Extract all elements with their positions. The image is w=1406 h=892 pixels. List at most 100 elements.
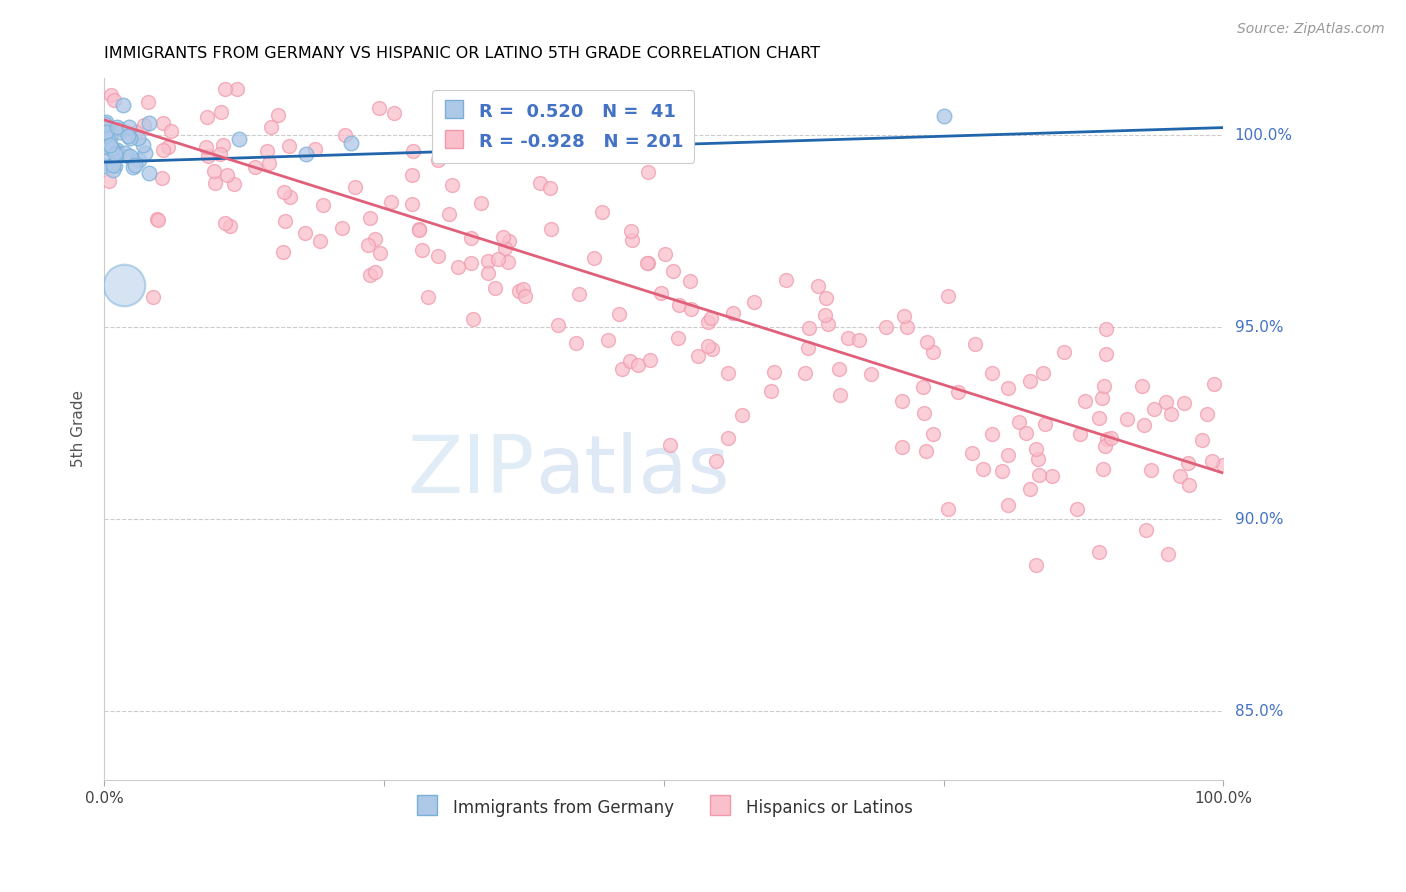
Point	[402, 144, 425, 158]
Text: Source: ZipAtlas.com: Source: ZipAtlas.com	[1237, 22, 1385, 37]
Point	[294, 227, 316, 241]
Point	[312, 198, 335, 212]
Point	[1025, 442, 1047, 457]
Point	[437, 207, 460, 221]
Point	[1019, 482, 1042, 496]
Point	[1204, 377, 1226, 392]
Point	[94, 114, 117, 128]
Point	[204, 176, 226, 190]
Point	[357, 238, 380, 252]
Point	[1160, 407, 1182, 421]
Point	[492, 230, 515, 244]
Point	[591, 205, 613, 219]
Point	[1088, 545, 1111, 559]
Point	[1033, 417, 1056, 431]
Point	[222, 177, 245, 191]
Point	[273, 214, 295, 228]
Point	[228, 132, 250, 146]
Point	[922, 426, 945, 441]
Point	[411, 243, 433, 257]
Point	[330, 221, 353, 235]
Point	[219, 219, 242, 233]
Text: 90.0%: 90.0%	[1234, 512, 1284, 526]
Point	[914, 444, 936, 458]
Point	[662, 264, 685, 278]
Point	[273, 185, 295, 199]
Point	[1191, 433, 1213, 447]
Point	[540, 222, 562, 236]
Point	[486, 252, 509, 266]
Point	[294, 147, 316, 161]
Point	[132, 118, 155, 132]
Point	[440, 178, 463, 193]
Point	[605, 130, 627, 145]
Point	[627, 358, 650, 372]
Point	[382, 105, 405, 120]
Point	[359, 211, 381, 225]
Point	[1095, 432, 1118, 446]
Point	[195, 110, 218, 124]
Point	[538, 181, 561, 195]
Point	[1088, 410, 1111, 425]
Point	[308, 234, 330, 248]
Point	[98, 138, 121, 153]
Point	[128, 153, 150, 168]
Point	[658, 438, 681, 452]
Point	[731, 408, 754, 422]
Point	[273, 244, 295, 259]
Point	[498, 234, 520, 248]
Point	[621, 234, 644, 248]
Legend: Immigrants from Germany, Hispanics or Latinos: Immigrants from Germany, Hispanics or La…	[408, 791, 920, 825]
Point	[484, 281, 506, 295]
Point	[775, 273, 797, 287]
Point	[461, 312, 484, 326]
Point	[1201, 454, 1223, 468]
Point	[257, 156, 280, 170]
Point	[817, 317, 839, 331]
Point	[679, 274, 702, 288]
Point	[638, 353, 661, 368]
Point	[202, 164, 225, 178]
Point	[1069, 427, 1091, 442]
Point	[368, 246, 391, 260]
Point	[948, 384, 970, 399]
Point	[1025, 558, 1047, 573]
Point	[226, 82, 249, 96]
Point	[96, 139, 118, 153]
Point	[344, 179, 367, 194]
Point	[1099, 431, 1122, 445]
Point	[1092, 379, 1115, 393]
Point	[1143, 401, 1166, 416]
Point	[103, 94, 125, 108]
Point	[104, 145, 127, 160]
Point	[1195, 407, 1218, 421]
Point	[1154, 395, 1177, 409]
Point	[245, 160, 267, 174]
Point	[814, 291, 837, 305]
Point	[197, 149, 219, 163]
Point	[127, 131, 149, 145]
Point	[915, 334, 938, 349]
Point	[890, 394, 912, 409]
Point	[460, 256, 482, 270]
Point	[195, 139, 218, 153]
Point	[146, 213, 169, 227]
Point	[637, 256, 659, 270]
Point	[997, 498, 1019, 512]
Point	[94, 125, 117, 139]
Point	[1026, 451, 1049, 466]
Point	[922, 344, 945, 359]
Point	[668, 298, 690, 312]
Point	[700, 343, 723, 357]
Point	[100, 87, 122, 102]
Point	[214, 82, 236, 96]
Point	[152, 144, 174, 158]
Point	[620, 224, 643, 238]
Point	[120, 131, 142, 145]
Point	[152, 115, 174, 129]
Point	[104, 159, 127, 173]
Point	[110, 125, 132, 139]
Point	[104, 147, 127, 161]
Point	[1095, 347, 1118, 361]
Point	[1095, 322, 1118, 336]
